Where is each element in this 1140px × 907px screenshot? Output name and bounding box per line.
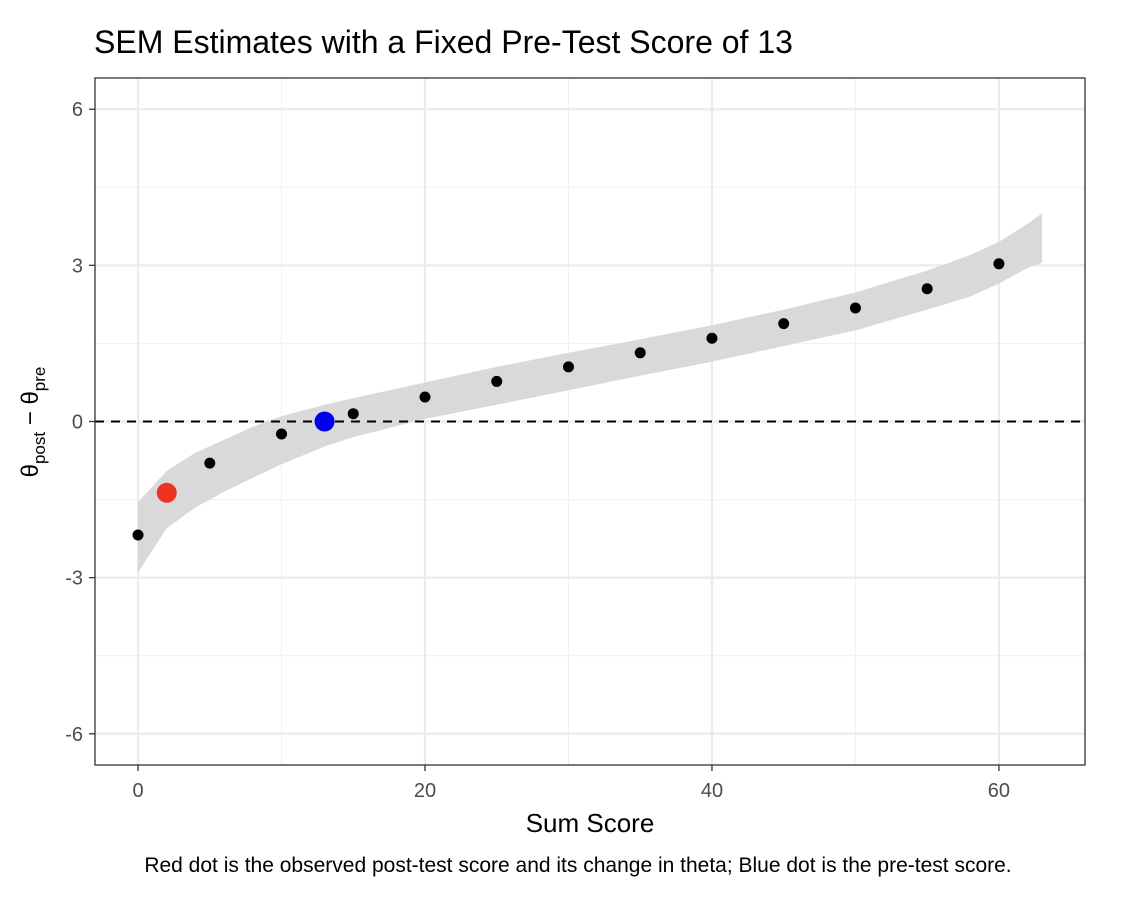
x-tick-label: 20 — [414, 780, 436, 802]
y-tick-label: -3 — [65, 568, 83, 590]
x-tick-label: 0 — [132, 780, 143, 802]
data-point — [849, 302, 861, 314]
data-point — [347, 408, 359, 420]
data-point — [562, 361, 574, 373]
y-axis-title-pre-sub: pre — [30, 367, 49, 392]
data-point — [276, 428, 288, 440]
plot-area: 0 20 40 60 -6 -3 0 3 6 — [65, 77, 1086, 802]
x-tick-label: 60 — [988, 780, 1010, 802]
data-point — [921, 283, 933, 295]
y-axis-title-minus: − — [17, 405, 44, 432]
data-point — [491, 375, 503, 387]
data-point — [419, 391, 431, 403]
y-axis-title-theta-2: θ — [17, 391, 44, 404]
x-axis-title: Sum Score — [526, 808, 655, 838]
y-axis-title-theta: θ — [17, 464, 44, 477]
post-test-point — [156, 482, 177, 503]
data-point — [706, 332, 718, 344]
data-point — [634, 347, 646, 359]
y-tick-label: 0 — [72, 412, 83, 434]
y-tick-label: 3 — [72, 255, 83, 277]
data-point — [778, 318, 790, 330]
pre-test-point — [314, 411, 335, 432]
chart-caption: Red dot is the observed post-test score … — [144, 854, 1011, 877]
data-point — [993, 258, 1005, 270]
confidence-band — [138, 213, 1042, 573]
data-point — [132, 529, 144, 541]
y-tick-label: 6 — [72, 99, 83, 121]
x-tick-label: 40 — [701, 780, 723, 802]
y-tick-label: -6 — [65, 724, 83, 746]
y-axis-title-post-sub: post — [30, 432, 49, 464]
data-point — [204, 457, 216, 469]
y-axis-title: θpost − θpre — [17, 367, 49, 478]
chart-title: SEM Estimates with a Fixed Pre-Test Scor… — [94, 24, 793, 60]
